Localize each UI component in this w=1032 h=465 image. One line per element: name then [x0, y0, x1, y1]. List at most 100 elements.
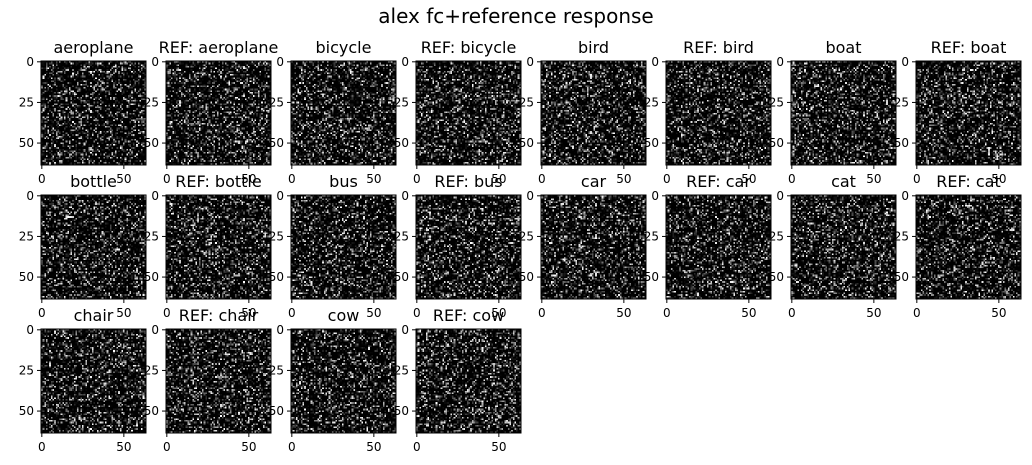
- x-tick-label: 50: [491, 440, 506, 454]
- heatmap-image: [541, 61, 646, 165]
- y-tick-label: 0: [276, 189, 284, 203]
- y-tick-label: 25: [644, 229, 659, 243]
- axes-frame: [290, 60, 397, 166]
- y-tick-label: 50: [144, 404, 159, 418]
- y-tick-label: 50: [894, 136, 909, 150]
- axes-frame: [415, 194, 522, 300]
- x-tick-label: 0: [663, 306, 671, 320]
- heatmap-image: [791, 61, 896, 165]
- y-tick-label: 50: [894, 270, 909, 284]
- panel-11: REF: bus 0 50 0 25 50: [394, 172, 522, 320]
- heatmap-image: [41, 329, 146, 433]
- y-tick-label: 0: [651, 189, 659, 203]
- figure-title: alex fc+reference response: [378, 4, 654, 28]
- x-tick-label: 0: [38, 172, 46, 186]
- x-tick-label: 50: [616, 306, 631, 320]
- y-tick-label: 25: [519, 229, 534, 243]
- y-tick-label: 0: [151, 323, 159, 337]
- axes-frame: [665, 60, 772, 166]
- panel-8: bottle 0 50 0 25 50: [19, 172, 147, 320]
- y-tick-label: 0: [901, 189, 909, 203]
- heatmap-image: [291, 61, 396, 165]
- panel-title: boat: [825, 38, 861, 57]
- y-tick-label: 0: [526, 189, 534, 203]
- y-tick-label: 50: [144, 136, 159, 150]
- y-tick-label: 25: [144, 229, 159, 243]
- x-tick-label: 50: [366, 306, 381, 320]
- heatmap-image: [541, 195, 646, 299]
- axes-frame: [290, 328, 397, 434]
- panel-title: REF: aeroplane: [159, 38, 279, 57]
- y-tick-label: 0: [26, 323, 34, 337]
- y-tick-label: 50: [644, 136, 659, 150]
- y-tick-label: 50: [394, 136, 409, 150]
- heatmap-image: [41, 61, 146, 165]
- y-tick-label: 25: [144, 363, 159, 377]
- axes-frame: [415, 60, 522, 166]
- panel-15: REF: cat 0 50 0 25 50: [894, 172, 1022, 320]
- y-tick-label: 50: [144, 270, 159, 284]
- x-tick-label: 50: [741, 172, 756, 186]
- panel-6: boat 0 50 0 25 50: [769, 38, 897, 186]
- x-tick-label: 0: [663, 172, 671, 186]
- panel-title: REF: bottle: [175, 172, 261, 191]
- panel-title: REF: bird: [683, 38, 754, 57]
- x-tick-label: 50: [116, 172, 131, 186]
- y-tick-label: 0: [401, 323, 409, 337]
- heatmap-image: [166, 61, 271, 165]
- panel-title: REF: cow: [433, 306, 504, 325]
- heatmap-image: [166, 195, 271, 299]
- axes-frame: [665, 194, 772, 300]
- y-tick-label: 25: [769, 229, 784, 243]
- x-tick-label: 0: [913, 172, 921, 186]
- x-tick-label: 50: [241, 172, 256, 186]
- x-tick-label: 50: [991, 306, 1006, 320]
- y-tick-label: 25: [269, 229, 284, 243]
- panel-title: bird: [578, 38, 609, 57]
- y-tick-label: 0: [151, 55, 159, 69]
- heatmap-image: [291, 195, 396, 299]
- x-tick-label: 0: [288, 172, 296, 186]
- panel-title: REF: car: [686, 172, 751, 191]
- y-tick-label: 0: [401, 55, 409, 69]
- panel-title: cow: [328, 306, 360, 325]
- panel-title: bus: [329, 172, 358, 191]
- y-tick-label: 0: [401, 189, 409, 203]
- y-tick-label: 0: [901, 55, 909, 69]
- y-tick-label: 0: [651, 55, 659, 69]
- panel-7: REF: boat 0 50 0 25 50: [894, 38, 1022, 186]
- panel-4: bird 0 50 0 25 50: [519, 38, 647, 186]
- y-tick-label: 0: [151, 189, 159, 203]
- x-tick-label: 50: [866, 306, 881, 320]
- y-tick-label: 50: [269, 404, 284, 418]
- y-tick-label: 50: [19, 404, 34, 418]
- x-tick-label: 50: [116, 440, 131, 454]
- panel-17: REF: chair 0 50 0 25 50: [144, 306, 272, 454]
- heatmap-image: [166, 329, 271, 433]
- panel-14: cat 0 50 0 25 50: [769, 172, 897, 320]
- x-tick-label: 50: [616, 172, 631, 186]
- x-tick-label: 0: [163, 440, 171, 454]
- y-tick-label: 0: [526, 55, 534, 69]
- heatmap-image: [666, 195, 771, 299]
- y-tick-label: 0: [26, 189, 34, 203]
- heatmap-image: [291, 329, 396, 433]
- x-tick-label: 0: [538, 306, 546, 320]
- y-tick-label: 50: [269, 270, 284, 284]
- y-tick-label: 25: [394, 95, 409, 109]
- panel-16: chair 0 50 0 25 50: [19, 306, 147, 454]
- heatmap-image: [41, 195, 146, 299]
- y-tick-label: 50: [769, 136, 784, 150]
- y-tick-label: 50: [644, 270, 659, 284]
- heatmap-image: [666, 61, 771, 165]
- x-tick-label: 50: [366, 172, 381, 186]
- x-tick-label: 0: [38, 306, 46, 320]
- axes-frame: [790, 194, 897, 300]
- x-tick-label: 50: [491, 306, 506, 320]
- panel-13: REF: car 0 50 0 25 50: [644, 172, 772, 320]
- x-tick-label: 0: [788, 306, 796, 320]
- heatmap-image: [416, 61, 521, 165]
- panel-title: bottle: [70, 172, 117, 191]
- axes-frame: [415, 328, 522, 434]
